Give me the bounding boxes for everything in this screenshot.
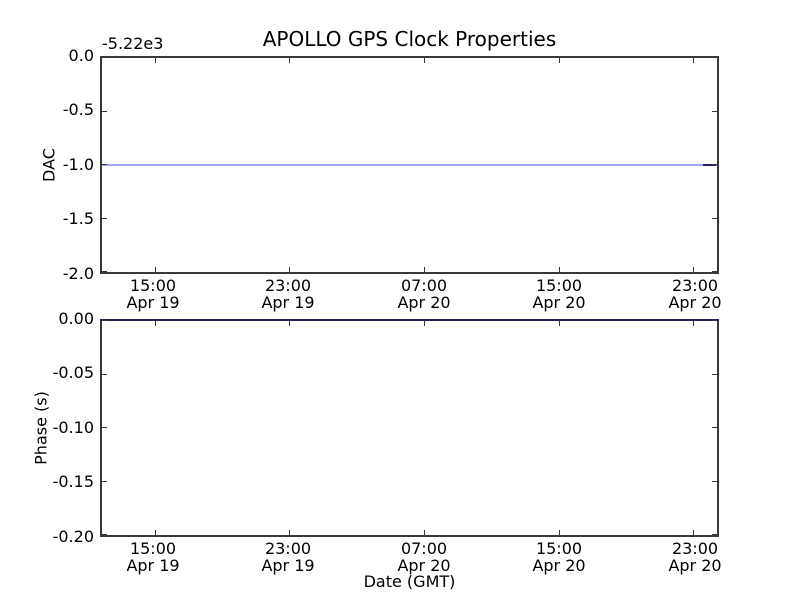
xtick-time: 15:00	[129, 539, 177, 558]
dac-subplot-area	[100, 56, 719, 274]
xtick-time: 15:00	[535, 276, 583, 295]
phase-ytick-label: -0.10	[52, 418, 94, 437]
xtick-time: 23:00	[264, 539, 312, 558]
phase-data-line	[100, 319, 719, 321]
xtick-time: 07:00	[400, 539, 448, 558]
tick-mark	[102, 427, 107, 428]
tick-mark	[712, 57, 717, 58]
tick-mark	[712, 217, 717, 219]
dac-y-axis-label: DAC	[39, 148, 59, 182]
dac-xtick-label: 23:00 Apr 19	[261, 277, 314, 311]
tick-mark	[154, 321, 156, 326]
xtick-date: Apr 19	[261, 293, 315, 312]
tick-mark	[558, 321, 560, 326]
dac-ytick-label: -0.5	[62, 100, 94, 119]
tick-mark	[712, 320, 717, 321]
tick-mark	[102, 373, 107, 375]
tick-mark	[712, 164, 717, 165]
tick-mark	[289, 321, 291, 326]
phase-ytick-label: -0.20	[52, 527, 94, 546]
tick-mark	[102, 217, 107, 219]
tick-mark	[558, 267, 560, 272]
dac-ytick-label: -2.0	[62, 264, 94, 283]
tick-mark	[693, 267, 695, 272]
xtick-date: Apr 20	[532, 293, 586, 312]
xtick-date: Apr 20	[397, 293, 451, 312]
xtick-date: Apr 20	[668, 556, 722, 575]
dac-xtick-label: 15:00 Apr 20	[532, 277, 585, 311]
tick-mark	[712, 271, 717, 272]
xtick-time: 07:00	[400, 276, 448, 295]
dac-ytick-label: -1.5	[62, 209, 94, 228]
phase-ytick-label: -0.05	[52, 363, 94, 382]
y-axis-offset-text: -5.22e3	[102, 34, 164, 53]
tick-mark	[102, 271, 107, 272]
xtick-time: 23:00	[671, 539, 719, 558]
phase-xtick-label: 23:00 Apr 19	[261, 540, 314, 574]
x-axis-label: Date (GMT)	[363, 572, 456, 591]
phase-ytick-label: -0.15	[52, 472, 94, 491]
tick-mark	[712, 427, 717, 428]
xtick-time: 23:00	[671, 276, 719, 295]
phase-xtick-label: 07:00 Apr 20	[397, 540, 450, 574]
xtick-date: Apr 19	[126, 556, 180, 575]
xtick-time: 23:00	[264, 276, 312, 295]
phase-xtick-label: 15:00 Apr 20	[532, 540, 585, 574]
tick-mark	[102, 110, 107, 112]
xtick-time: 15:00	[129, 276, 177, 295]
tick-mark	[154, 530, 156, 535]
tick-mark	[693, 530, 695, 535]
tick-mark	[102, 480, 107, 482]
xtick-time: 15:00	[535, 539, 583, 558]
tick-mark	[154, 58, 156, 63]
tick-mark	[102, 320, 107, 321]
tick-mark	[693, 321, 695, 326]
tick-mark	[712, 480, 717, 482]
xtick-date: Apr 19	[126, 293, 180, 312]
tick-mark	[712, 534, 717, 535]
xtick-date: Apr 20	[397, 556, 451, 575]
tick-mark	[289, 58, 291, 63]
tick-mark	[693, 58, 695, 63]
tick-mark	[154, 267, 156, 272]
dac-xtick-label: 15:00 Apr 19	[126, 277, 179, 311]
tick-mark	[712, 110, 717, 112]
tick-mark	[558, 530, 560, 535]
xtick-date: Apr 20	[668, 293, 722, 312]
tick-mark	[102, 57, 107, 58]
chart-title: APOLLO GPS Clock Properties	[262, 27, 557, 51]
phase-y-axis-label: Phase (s)	[31, 391, 51, 465]
tick-mark	[289, 530, 291, 535]
tick-mark	[423, 530, 425, 535]
phase-ytick-label: 0.00	[58, 309, 94, 328]
dac-data-line-recent-segment	[703, 164, 716, 166]
tick-mark	[102, 164, 107, 165]
dac-ytick-label: 0.0	[68, 46, 94, 65]
xtick-date: Apr 19	[261, 556, 315, 575]
phase-xtick-label: 23:00 Apr 20	[668, 540, 721, 574]
tick-mark	[423, 58, 425, 63]
phase-xtick-label: 15:00 Apr 19	[126, 540, 179, 574]
tick-mark	[423, 267, 425, 272]
tick-mark	[423, 321, 425, 326]
dac-xtick-label: 07:00 Apr 20	[397, 277, 450, 311]
xtick-date: Apr 20	[532, 556, 586, 575]
tick-mark	[712, 373, 717, 375]
tick-mark	[558, 58, 560, 63]
dac-data-line	[102, 164, 717, 166]
dac-xtick-label: 23:00 Apr 20	[668, 277, 721, 311]
phase-subplot-area	[100, 319, 719, 537]
tick-mark	[289, 267, 291, 272]
tick-mark	[102, 534, 107, 535]
dac-ytick-label: -1.0	[62, 155, 94, 174]
